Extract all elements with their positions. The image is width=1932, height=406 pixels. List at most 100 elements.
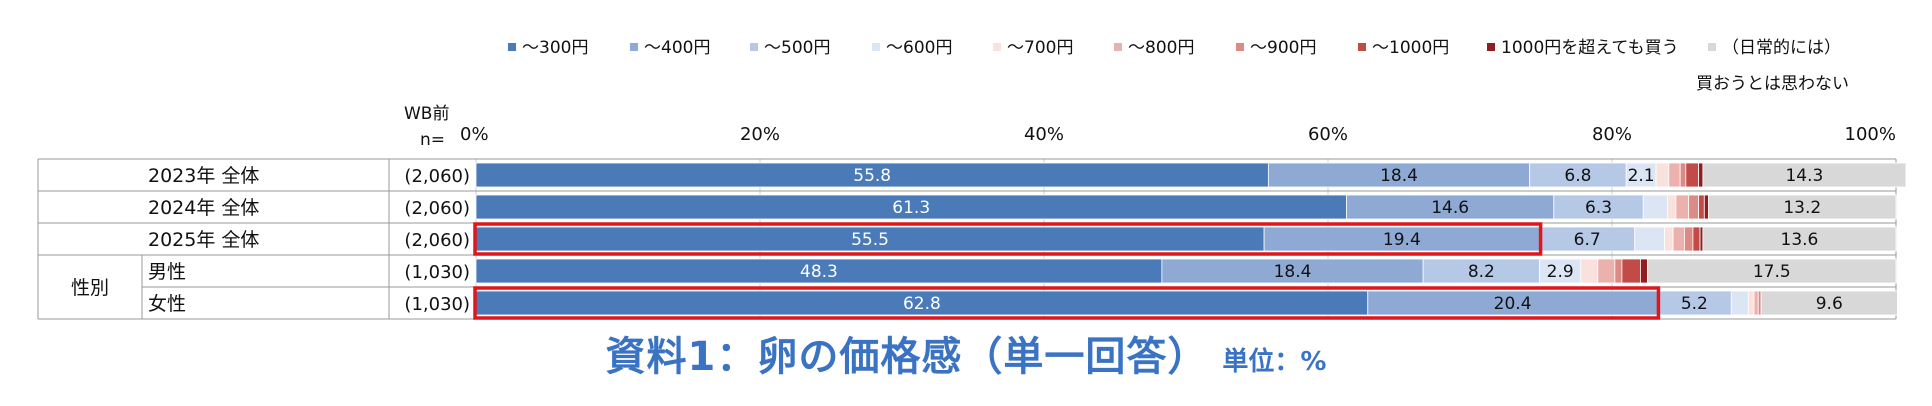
legend-label-6: ～800円: [1128, 38, 1194, 58]
row-n-1: (2,060): [404, 166, 470, 187]
bar-segment-r4-s7: [1614, 258, 1623, 284]
data-label-r4-s4: 2.9: [1547, 262, 1574, 282]
bar-segment-r4-s10: [1647, 258, 1897, 284]
bar-segment-r3-s6: [1672, 226, 1685, 252]
legend-label-10: （日常的には）買おうとは思わない: [1696, 38, 1849, 94]
header-n-label: n=: [420, 130, 445, 150]
bar-segment-r2-s10: [1708, 194, 1897, 220]
row-n-5: (1,030): [404, 294, 470, 315]
highlight-box-3: [473, 222, 1543, 256]
legend-label-8: ～1000円: [1372, 38, 1449, 58]
bar-segment-r5-s1: [475, 290, 1369, 316]
bar-segment-r5-s4: [1730, 290, 1749, 316]
bar-segment-r2-s3: [1553, 194, 1644, 220]
data-label-r5-s3: 5.2: [1681, 294, 1708, 314]
legend-swatch-5: [993, 43, 1001, 51]
bar-segment-r1-s2: [1267, 162, 1531, 188]
bar-segment-r4-s4: [1539, 258, 1582, 284]
axis-tick-label-1: 0%: [460, 124, 489, 145]
bar-segment-r4-s6: [1597, 258, 1616, 284]
row-label-2: 2024年 全体: [148, 197, 259, 219]
legend-swatch-6: [1114, 43, 1122, 51]
bar-segment-r4-s5: [1580, 258, 1599, 284]
bar-segment-r4-s3: [1422, 258, 1540, 284]
row-n-2: (2,060): [404, 198, 470, 219]
bar-segment-r5-s5: [1747, 290, 1755, 316]
bar-segment-r1-s10: [1702, 162, 1907, 188]
bar-segment-r2-s5: [1666, 194, 1677, 220]
bar-segment-r2-s1: [475, 194, 1347, 220]
legend-label-7: ～900円: [1250, 38, 1316, 58]
axis-tick-label-3: 40%: [1024, 124, 1064, 145]
legend-label-9: 1000円を超えても買う: [1501, 38, 1679, 58]
axis-tick-label-2: 20%: [740, 124, 780, 145]
bar-segment-r5-s3: [1657, 290, 1732, 316]
legend-swatch-10: [1708, 43, 1716, 51]
legend-swatch-1: [508, 43, 516, 51]
row-n-3: (2,060): [404, 230, 470, 251]
bar-segment-r3-s4: [1634, 226, 1665, 252]
data-label-r2-s10: 13.2: [1783, 198, 1821, 218]
row-label-1: 2023年 全体: [148, 165, 259, 187]
bar-segment-r3-s3: [1539, 226, 1636, 252]
legend-swatch-3: [750, 43, 758, 51]
data-label-r4-s3: 8.2: [1468, 262, 1495, 282]
bar-segment-r4-s9: [1640, 258, 1648, 284]
bar-segment-r4-s8: [1621, 258, 1641, 284]
legend-swatch-7: [1236, 43, 1244, 51]
row-label-4: 男性: [148, 261, 186, 283]
bar-segment-r3-s10: [1702, 226, 1897, 252]
axis-tick-label-4: 60%: [1308, 124, 1348, 145]
bar-segment-r1-s3: [1529, 162, 1627, 188]
bar-segment-r1-s1: [475, 162, 1269, 188]
bar-segment-r1-s7: [1679, 162, 1687, 188]
bar-segment-r1-s5: [1655, 162, 1670, 188]
highlight-box-5: [473, 286, 1661, 320]
legend-label-2: ～400円: [644, 38, 710, 58]
bar-segment-r4-s2: [1161, 258, 1424, 284]
bar-segment-r2-s2: [1346, 194, 1555, 220]
legend-label-3: ～500円: [764, 38, 830, 58]
header-wb-label: WB前: [404, 104, 449, 124]
bar-segment-r5-s10: [1760, 290, 1898, 316]
bar-segment-r2-s9: [1703, 194, 1709, 220]
caption-title: 資料1：卵の価格感（単一回答）: [605, 334, 1209, 380]
bar-segment-r3-s2: [1263, 226, 1540, 252]
bar-segment-r5-s6: [1753, 290, 1759, 316]
data-label-r4-s2: 18.4: [1274, 262, 1312, 282]
data-label-r1-s3: 6.8: [1564, 166, 1591, 186]
data-label-r1-s4: 2.1: [1628, 166, 1655, 186]
caption: 資料1：卵の価格感（単一回答） 単位：%: [0, 322, 1932, 382]
bar-segment-r1-s6: [1668, 162, 1681, 188]
data-label-r3-s1: 55.5: [851, 230, 889, 250]
data-label-r3-s3: 6.7: [1574, 230, 1601, 250]
legend-swatch-8: [1358, 43, 1366, 51]
data-label-r1-s1: 55.8: [853, 166, 891, 186]
data-label-r3-s10: 13.6: [1781, 230, 1819, 250]
bar-segment-r3-s9: [1699, 226, 1704, 252]
data-label-r5-s1: 62.8: [903, 294, 941, 314]
data-label-r2-s1: 61.3: [892, 198, 930, 218]
data-label-r2-s3: 6.3: [1585, 198, 1612, 218]
bar-segment-r2-s6: [1675, 194, 1690, 220]
data-label-r3-s2: 19.4: [1383, 230, 1421, 250]
data-label-r5-s10: 9.6: [1816, 294, 1843, 314]
bar-segment-r2-s7: [1688, 194, 1700, 220]
row-label-5: 女性: [148, 293, 186, 315]
stacked-bar-chart: ～300円 ～400円 ～500円 ～600円 ～700円 ～800円 ～900円 ～1000…: [37, 38, 1907, 320]
group-label: 性別: [71, 277, 109, 299]
axis-tick-label-6: 100%: [1845, 124, 1896, 145]
axis-tick-label-5: 80%: [1592, 124, 1632, 145]
bar-segment-r5-s7: [1757, 290, 1762, 316]
legend-swatch-2: [630, 43, 638, 51]
data-label-r4-s10: 17.5: [1753, 262, 1791, 282]
bar-segment-r1-s9: [1698, 162, 1704, 188]
data-label-r2-s2: 14.6: [1431, 198, 1469, 218]
legend-swatch-4: [872, 43, 880, 51]
bar-segment-r3-s8: [1692, 226, 1701, 252]
legend-label-5: ～700円: [1007, 38, 1073, 58]
data-label-r5-s2: 20.4: [1494, 294, 1532, 314]
row-n-4: (1,030): [404, 262, 470, 283]
legend-label-1: ～300円: [522, 38, 588, 58]
legend-swatch-9: [1487, 43, 1495, 51]
